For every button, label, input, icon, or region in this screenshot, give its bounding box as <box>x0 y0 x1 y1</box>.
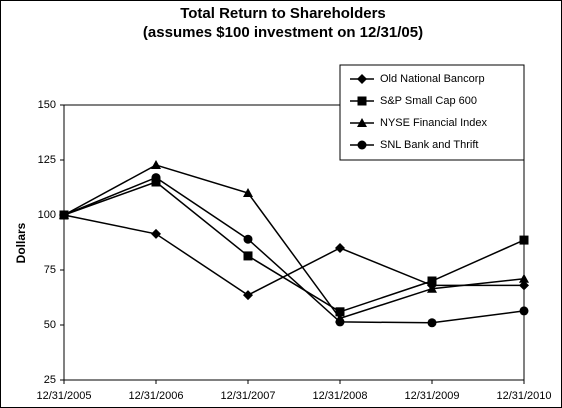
marker <box>335 243 345 253</box>
x-tick-label: 12/31/2006 <box>128 390 183 402</box>
marker <box>243 251 253 261</box>
legend-label: NYSE Financial Index <box>380 117 487 129</box>
marker <box>357 118 367 127</box>
y-tick-label: 100 <box>38 209 56 221</box>
x-tick-label: 12/31/2010 <box>496 390 551 402</box>
marker <box>243 188 253 197</box>
marker <box>519 306 529 316</box>
marker <box>335 307 345 317</box>
series-line <box>63 214 524 296</box>
series-line <box>63 164 525 320</box>
y-tick-label: 25 <box>44 374 56 386</box>
legend-label: SNL Bank and Thrift <box>380 139 478 151</box>
marker <box>427 276 437 286</box>
y-tick-label: 150 <box>38 99 56 111</box>
marker <box>151 228 161 239</box>
marker <box>151 160 161 170</box>
marker <box>519 273 529 283</box>
y-tick-label: 125 <box>38 154 56 166</box>
y-tick-label: 50 <box>44 319 56 331</box>
chart-subtitle: (assumes $100 investment on 12/31/05) <box>143 24 423 41</box>
legend-label: S&P Small Cap 600 <box>380 95 477 107</box>
marker <box>357 96 367 106</box>
marker <box>357 140 367 150</box>
chart-title: Total Return to Shareholders <box>180 5 386 22</box>
marker <box>427 318 437 328</box>
x-tick-label: 12/31/2009 <box>404 390 459 402</box>
series-line <box>63 176 525 324</box>
marker <box>243 234 253 244</box>
marker <box>243 290 253 301</box>
x-tick-label: 12/31/2008 <box>312 390 367 402</box>
x-tick-label: 12/31/2005 <box>36 390 91 402</box>
marker <box>427 283 437 293</box>
y-tick-label: 75 <box>44 264 56 276</box>
marker <box>519 280 529 291</box>
marker <box>59 210 69 220</box>
y-axis-label: Dollars <box>14 222 28 263</box>
legend-box <box>339 64 525 161</box>
series-line <box>63 181 525 313</box>
marker <box>335 317 345 327</box>
legend-label: Old National Bancorp <box>380 73 485 85</box>
marker <box>151 173 161 183</box>
marker <box>519 235 529 245</box>
x-tick-label: 12/31/2007 <box>220 390 275 402</box>
marker <box>357 74 367 84</box>
